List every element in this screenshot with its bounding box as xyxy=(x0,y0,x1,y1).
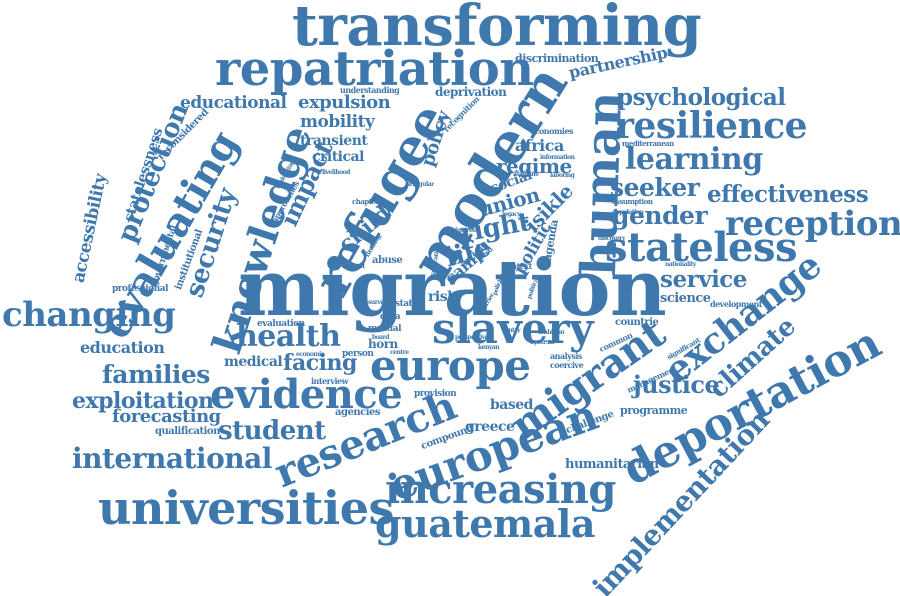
word: mediterranean xyxy=(622,139,674,148)
word: assumption xyxy=(612,197,653,206)
word: irregular xyxy=(408,181,434,188)
word: economies xyxy=(530,126,574,136)
word: analysis xyxy=(550,351,582,361)
word: universities xyxy=(98,481,394,535)
word: regime xyxy=(496,154,572,178)
word: discrimination xyxy=(515,52,599,65)
word: forecasting xyxy=(112,406,221,427)
word: state xyxy=(395,299,418,309)
word: perspective xyxy=(455,334,489,341)
word: economic xyxy=(296,351,325,358)
word: africa xyxy=(515,136,564,155)
word: evidence xyxy=(210,371,403,418)
word: critical xyxy=(312,149,364,165)
word: reception xyxy=(725,204,900,244)
word: effectiveness xyxy=(707,181,869,208)
word: families xyxy=(102,360,210,389)
word: deprivation xyxy=(435,85,507,99)
word: gender xyxy=(612,201,708,230)
word: person xyxy=(342,349,374,359)
word: board xyxy=(372,334,389,341)
word: chapter xyxy=(352,197,379,206)
word: increasing xyxy=(385,466,616,513)
word: slavery xyxy=(432,304,593,353)
word: accessibility xyxy=(68,172,112,285)
word: data xyxy=(380,312,401,322)
word: centre xyxy=(390,349,409,356)
word: exploitation xyxy=(72,388,214,414)
word: transforming xyxy=(292,0,702,59)
word: qualification xyxy=(155,426,220,437)
word: population xyxy=(612,209,644,216)
word: programme xyxy=(620,404,688,417)
word: transient xyxy=(300,133,368,149)
word: risk xyxy=(428,289,457,305)
word: provision xyxy=(414,389,457,399)
word: educational xyxy=(180,93,287,113)
word: guatemala xyxy=(375,501,595,546)
word: education xyxy=(80,338,165,357)
word: health xyxy=(236,319,341,354)
word: stateless xyxy=(605,224,798,271)
word: humanitarian xyxy=(565,457,659,472)
word: arendt xyxy=(342,261,365,270)
word: crisis xyxy=(500,279,516,286)
word: seeker xyxy=(610,173,700,202)
word: justice xyxy=(633,370,720,399)
word: migration xyxy=(238,243,667,334)
word: facing xyxy=(283,350,357,376)
word: europe xyxy=(370,341,531,390)
word: evaluation xyxy=(257,319,305,329)
word: expulsion xyxy=(298,92,391,113)
word: context xyxy=(502,261,532,271)
word: resilience xyxy=(615,105,808,147)
word: professional xyxy=(112,284,169,294)
word: entry xyxy=(505,327,521,334)
word: system xyxy=(530,337,555,346)
word: dateline xyxy=(515,171,539,178)
word: mutual xyxy=(368,324,402,334)
word: psychological xyxy=(617,84,786,111)
word: repatriation xyxy=(215,41,534,97)
word: mobility xyxy=(300,112,375,132)
word: medical xyxy=(224,354,283,370)
word: international xyxy=(72,442,272,475)
word: interview xyxy=(311,376,349,386)
word: changing xyxy=(2,295,176,335)
word: abuse xyxy=(372,255,403,266)
word: interest xyxy=(455,227,478,234)
word: kenyan xyxy=(478,344,500,351)
word: service xyxy=(660,266,747,293)
word: science xyxy=(660,291,711,306)
word: understanding xyxy=(340,85,400,95)
word: livelihood xyxy=(322,169,350,176)
word: ambition xyxy=(538,329,565,336)
word: countrie xyxy=(615,317,659,328)
word: student xyxy=(218,416,326,446)
word: nationality xyxy=(665,261,696,268)
word: horn xyxy=(368,337,398,351)
word: survey xyxy=(368,299,387,306)
word: development xyxy=(710,299,762,309)
word: learning xyxy=(625,142,763,177)
word: legacy xyxy=(502,211,521,218)
word: coercive xyxy=(550,360,584,370)
word: discovery xyxy=(598,235,625,242)
word: laboring xyxy=(550,172,575,179)
word: agencies xyxy=(335,407,380,418)
word: based xyxy=(490,397,533,413)
word: information xyxy=(540,154,575,161)
word: greece xyxy=(465,419,515,435)
